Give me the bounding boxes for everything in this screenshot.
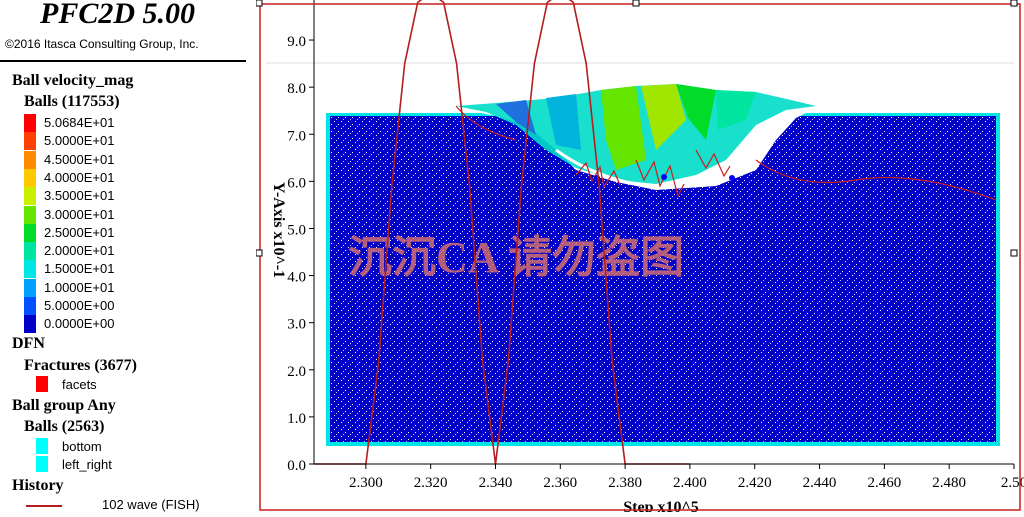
plot-svg: 沉沉CA 请勿盗图 2.300 2.320 2.340 2.360 2.380 2.400…: [255, 0, 1024, 516]
facets-swatch: [36, 376, 48, 392]
x-tick-label: 2.460: [867, 475, 901, 491]
y-tick-label: 8.0: [287, 81, 306, 97]
handle-tr[interactable]: [1010, 0, 1018, 7]
history-label: 102 wave (FISH): [102, 497, 200, 512]
fragment-blue: [496, 100, 536, 135]
velocity-scale-label: 2.0000E+01: [44, 243, 115, 259]
fragment-teal: [716, 90, 756, 130]
fragment-green: [601, 86, 646, 170]
y-tick-label: 2.0: [287, 364, 306, 380]
group-label-bottom: bottom: [62, 439, 102, 454]
velocity-swatch: [24, 187, 36, 206]
y-tick-label: 0.0: [287, 458, 306, 474]
blast-hole-2: [661, 174, 667, 180]
y-ticks: 0.0 1.0 2.0 3.0 4.0 5.0 6.0 7.0 8.0 9.0: [287, 34, 314, 474]
y-tick-label: 6.0: [287, 175, 306, 191]
handle-tm[interactable]: [632, 0, 640, 7]
y-tick-label: 5.0: [287, 222, 306, 238]
handle-tl[interactable]: [255, 0, 263, 7]
facets-label: facets: [62, 377, 97, 392]
velocity-swatch: [24, 114, 36, 132]
velocity-scale-label: 1.0000E+01: [44, 279, 115, 295]
x-tick-label: 2.340: [479, 475, 513, 491]
velocity-scale-label: 4.5000E+01: [44, 151, 115, 167]
fractures-title: Fractures (3677): [24, 357, 137, 374]
y-tick-label: 1.0: [287, 411, 306, 427]
velocity-scale-label: 5.0000E+01: [44, 133, 115, 149]
group-swatch-left-right: [36, 456, 48, 472]
velocity-swatch: [24, 168, 36, 187]
copyright-text: ©2016 Itasca Consulting Group, Inc.: [5, 37, 199, 51]
y-tick-label: 3.0: [287, 317, 306, 333]
group-swatch-bottom: [36, 438, 48, 454]
blast-hole-3: [729, 175, 735, 181]
velocity-scale-label: 5.0684E+01: [44, 115, 115, 130]
x-tick-label: 2.400: [673, 475, 707, 491]
velocity-swatch: [24, 260, 36, 279]
velocity-scale-label: 5.0000E+00: [44, 298, 115, 313]
handle-ml[interactable]: [255, 249, 263, 257]
group-title: Ball group Any: [12, 397, 116, 414]
group-balls-count: Balls (2563): [24, 418, 105, 435]
y-tick-label: 7.0: [287, 128, 306, 144]
x-tick-label: 2.420: [738, 475, 772, 491]
velocity-swatch: [24, 223, 36, 242]
x-tick-label: 2.480: [932, 475, 966, 491]
selection-frame: [259, 3, 1021, 511]
x-tick-label: 2.380: [608, 475, 642, 491]
velocity-swatch: [24, 297, 36, 315]
specimen: [326, 84, 1000, 446]
velocity-swatch: [24, 205, 36, 224]
velocity-scale-label: 4.0000E+01: [44, 169, 115, 185]
velocity-scale-label: 3.0000E+01: [44, 206, 115, 222]
y-axis-label: Y-Axis x10^-1: [270, 182, 287, 278]
fragment-lime: [641, 84, 686, 150]
velocity-scale-label: 0.0000E+00: [44, 316, 115, 332]
plot-area: 沉沉CA 请勿盗图 2.300 2.320 2.340 2.360 2.380 2.400…: [255, 0, 1024, 516]
velocity-scale-label: 3.5000E+01: [44, 188, 115, 204]
x-tick-label: 2.360: [543, 475, 577, 491]
velocity-scale-label: 1.5000E+01: [44, 261, 115, 277]
velocity-swatch: [24, 132, 36, 151]
velocity-swatch: [24, 242, 36, 261]
y-tick-label: 4.0: [287, 270, 306, 286]
dfn-title: DFN: [12, 335, 45, 352]
x-tick-label: 2.440: [803, 475, 837, 491]
fragment-cyan: [546, 94, 581, 150]
history-title: History: [12, 477, 64, 494]
x-tick-label: 2.320: [414, 475, 448, 491]
fracture-network: [455, 105, 997, 201]
handle-mr[interactable]: [1010, 249, 1018, 257]
x-tick-label: 2.300: [349, 475, 383, 491]
y-tick-label: 9.0: [287, 34, 306, 50]
history-line-swatch: [26, 505, 62, 507]
legend-divider: [0, 60, 246, 62]
crater-rim: [555, 139, 768, 189]
velocity-title: Ball velocity_mag: [12, 72, 134, 89]
velocity-swatch: [24, 278, 36, 297]
fragment-bright-green: [676, 84, 716, 140]
velocity-swatch: [24, 150, 36, 169]
x-ticks: 2.300 2.320 2.340 2.360 2.380 2.400 2.420 2.440…: [349, 464, 1024, 491]
group-label-left-right: left_right: [62, 457, 112, 472]
velocity-swatch: [24, 315, 36, 334]
x-tick-label: 2.50: [1001, 475, 1024, 491]
velocity-balls-count: Balls (117553): [24, 93, 120, 110]
app-title: PFC2D 5.00: [40, 0, 196, 30]
legend-panel: PFC2D 5.00 ©2016 Itasca Consulting Group…: [0, 0, 256, 512]
axes: 2.300 2.320 2.340 2.360 2.380 2.400 2.420 2.440…: [270, 0, 1024, 516]
velocity-scale-label: 2.5000E+01: [44, 224, 115, 240]
